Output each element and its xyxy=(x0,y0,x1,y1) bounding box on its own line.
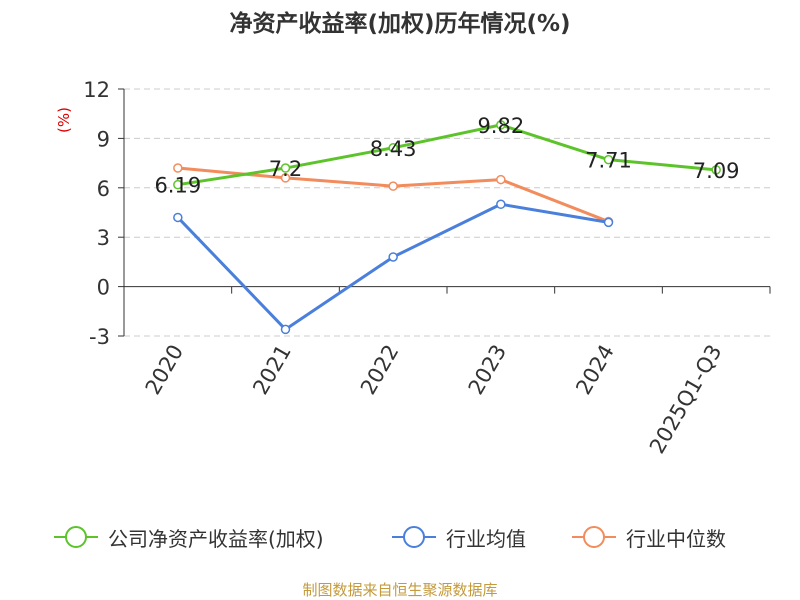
chart-legend: 公司净资产收益率(加权) 行业均值 行业中位数 xyxy=(0,522,800,552)
x-tick-label: 2023 xyxy=(464,341,512,399)
data-source-note: 制图数据来自恒生聚源数据库 xyxy=(302,581,498,599)
x-tick-label: 2021 xyxy=(248,341,296,399)
y-tick-label: 12 xyxy=(83,78,110,102)
y-tick-label: -3 xyxy=(89,325,110,349)
x-tick-label: 2020 xyxy=(141,341,189,399)
data-point xyxy=(711,165,721,175)
data-point xyxy=(173,179,183,190)
legend-item: 行业均值 xyxy=(390,522,526,552)
data-label: 7.09 xyxy=(693,159,740,183)
data-point xyxy=(603,217,614,228)
x-tick-label: 2022 xyxy=(356,341,404,399)
legend-marker-icon xyxy=(54,526,98,548)
y-tick-label: 9 xyxy=(97,127,110,151)
data-label: 9.82 xyxy=(477,114,524,138)
legend-label: 行业均值 xyxy=(446,526,526,551)
data-label: 8.43 xyxy=(370,137,417,161)
data-point xyxy=(173,163,183,173)
data-point xyxy=(388,143,398,153)
data-label: 7.2 xyxy=(269,157,302,181)
y-tick-label: 6 xyxy=(97,177,110,201)
x-tick-label: 2024 xyxy=(571,341,619,399)
data-point xyxy=(280,163,291,173)
legend-item: 公司净资产收益率(加权) xyxy=(52,522,324,552)
data-point xyxy=(496,120,506,130)
chart-title: 净资产收益率(加权)历年情况(%) xyxy=(229,11,571,37)
line-chart: -3 0 3 6 9 12 2020 2021 2022 2023 2024 2025Q1-Q3 6.1… xyxy=(83,78,771,458)
data-point xyxy=(496,174,506,185)
legend-label: 公司净资产收益率(加权) xyxy=(108,526,324,551)
data-label: 7.71 xyxy=(585,149,632,173)
y-tick-label: 0 xyxy=(97,276,110,300)
y-tick-label: 3 xyxy=(97,226,110,250)
data-point xyxy=(280,173,291,183)
series-line xyxy=(176,202,609,331)
legend-label: 行业中位数 xyxy=(626,526,726,551)
legend-marker-icon xyxy=(392,526,436,548)
data-point xyxy=(388,181,398,191)
legend-item: 行业中位数 xyxy=(570,522,726,552)
data-point xyxy=(496,199,506,210)
series-line xyxy=(177,123,717,187)
x-tick-label: 2025Q1-Q3 xyxy=(645,341,727,458)
data-point xyxy=(603,154,614,165)
data-point xyxy=(280,324,291,335)
data-point xyxy=(388,252,398,262)
data-point xyxy=(173,212,183,223)
data-label: 6.19 xyxy=(154,174,201,198)
legend-marker-icon xyxy=(572,526,616,548)
